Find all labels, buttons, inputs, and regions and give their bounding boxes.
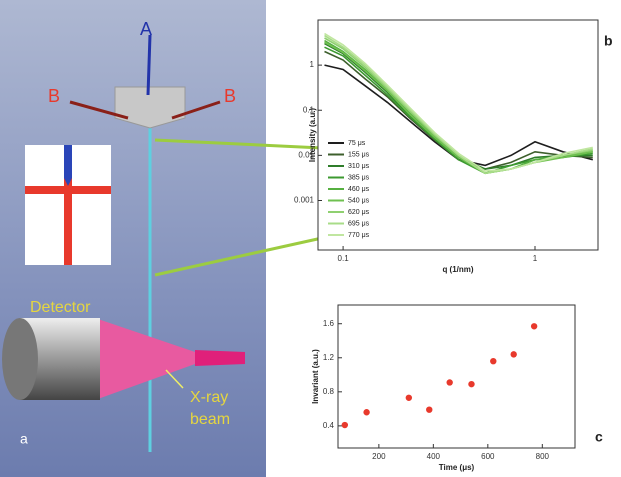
arrow-b-left bbox=[69, 100, 129, 120]
legend-label: 155 μs bbox=[348, 151, 370, 158]
legend-label: 75 μs bbox=[348, 140, 366, 147]
x-tick-label: 1 bbox=[533, 254, 538, 263]
legend-label: 695 μs bbox=[348, 220, 370, 227]
y-tick-label: 0.001 bbox=[294, 196, 315, 205]
label: B bbox=[224, 86, 236, 106]
x-axis-label: Time (μs) bbox=[439, 463, 475, 472]
label: B bbox=[48, 86, 60, 106]
panel-label: a bbox=[20, 431, 28, 447]
point bbox=[530, 323, 538, 330]
y-tick-label: 1.2 bbox=[323, 353, 335, 362]
inset-nozzle bbox=[64, 145, 72, 186]
panel-label: c bbox=[595, 429, 603, 445]
x-tick-label: 800 bbox=[536, 452, 550, 461]
point bbox=[510, 351, 517, 358]
point bbox=[405, 394, 413, 401]
label: Detector bbox=[30, 299, 91, 316]
plot-area bbox=[317, 19, 599, 251]
beam-pointer bbox=[165, 369, 184, 389]
x-axis-label: q (1/nm) bbox=[442, 265, 473, 274]
x-tick-label: 400 bbox=[427, 452, 441, 461]
y-axis-label: Intensity (a.u.) bbox=[308, 108, 317, 163]
label: A bbox=[140, 19, 152, 39]
point bbox=[468, 380, 475, 388]
legend-label: 540 μs bbox=[348, 197, 370, 204]
legend-label: 620 μs bbox=[348, 209, 370, 216]
connector bbox=[154, 236, 323, 277]
panel-label: b bbox=[604, 33, 613, 49]
point bbox=[426, 406, 433, 413]
detector-face bbox=[2, 318, 38, 400]
point bbox=[446, 379, 453, 386]
point bbox=[363, 409, 370, 416]
plot-area bbox=[337, 304, 576, 449]
legend-label: 385 μs bbox=[348, 174, 370, 181]
arrow-b-right bbox=[171, 100, 221, 120]
point bbox=[341, 421, 349, 429]
xray-beam bbox=[195, 350, 245, 366]
y-tick-label: 0.8 bbox=[323, 387, 335, 396]
label: X-ray bbox=[190, 389, 228, 406]
y-tick-label: 0.4 bbox=[323, 421, 335, 430]
connector bbox=[154, 138, 323, 150]
legend-label: 460 μs bbox=[348, 186, 370, 193]
legend-label: 310 μs bbox=[348, 163, 370, 170]
y-tick-label: 0.01 bbox=[298, 150, 314, 159]
x-tick-label: 0.1 bbox=[338, 254, 350, 263]
y-axis-label: Invariant (a.u.) bbox=[311, 349, 320, 404]
point bbox=[490, 357, 497, 365]
inset-jet bbox=[25, 186, 111, 194]
detector-cone bbox=[95, 318, 195, 400]
sample-holder bbox=[114, 86, 186, 129]
series-line bbox=[324, 32, 593, 172]
inset-stream bbox=[64, 145, 72, 265]
x-tick-label: 600 bbox=[481, 452, 495, 461]
y-tick-label: 0.1 bbox=[303, 105, 315, 114]
label: beam bbox=[190, 411, 230, 428]
x-tick-label: 200 bbox=[372, 452, 386, 461]
legend-label: 770 μs bbox=[348, 232, 370, 239]
arrow-a bbox=[146, 34, 152, 96]
y-tick-label: 1 bbox=[310, 60, 315, 69]
y-tick-label: 1.6 bbox=[323, 319, 335, 328]
